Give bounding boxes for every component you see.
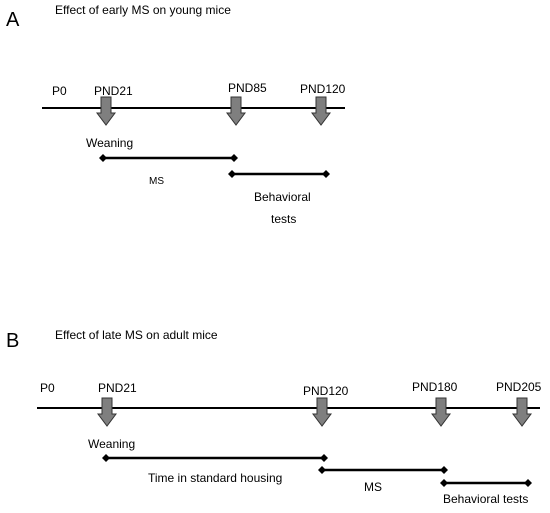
panel-a-bar-label: MS xyxy=(149,176,164,187)
panel-b-timepoint-label: PND21 xyxy=(98,381,137,395)
panel-b-down-arrow-icon xyxy=(312,397,332,427)
panel-b-p0-label: P0 xyxy=(40,381,55,395)
panel-b: B Effect of late MS on adult mice P0 PND… xyxy=(6,328,542,506)
panel-b-timepoint-label: PND205 xyxy=(496,380,542,394)
panel-a-timepoint-label: PND21 xyxy=(94,84,133,98)
panel-b-down-arrow-icon xyxy=(97,397,117,427)
panel-b-title: Effect of late MS on adult mice xyxy=(55,328,218,342)
panel-a-bar-label: Behavioral xyxy=(254,190,311,204)
panel-b-bar-standard-housing xyxy=(102,454,328,462)
panel-a-p0-label: P0 xyxy=(52,84,67,98)
panel-b-weaning-label: Weaning xyxy=(88,437,135,451)
panel-a-bar-label: tests xyxy=(271,212,296,226)
panel-b-bar-label: MS xyxy=(364,480,382,494)
panel-a-weaning-label: Weaning xyxy=(86,136,133,150)
panel-a-down-arrow-icon xyxy=(96,96,116,126)
panel-a: A Effect of early MS on young mice P0 PN… xyxy=(6,3,346,226)
panel-b-timepoint-label: PND120 xyxy=(303,384,349,398)
panel-a-down-arrow-icon xyxy=(311,96,331,126)
panel-a-bar-behavioral-tests xyxy=(228,170,330,178)
panel-b-bar-label: Behavioral tests xyxy=(443,492,528,506)
panel-b-timepoint-label: PND180 xyxy=(412,380,458,394)
panel-a-title: Effect of early MS on young mice xyxy=(55,3,231,17)
panel-a-timepoint-label: PND120 xyxy=(300,82,346,96)
panel-b-down-arrow-icon xyxy=(512,397,532,427)
panel-b-bar-label: Time in standard housing xyxy=(148,471,282,485)
panel-a-letter: A xyxy=(6,9,20,31)
panel-a-bar-ms xyxy=(99,154,238,162)
panel-a-down-arrow-icon xyxy=(226,96,246,126)
panel-a-timepoint-label: PND85 xyxy=(228,81,267,95)
panel-b-bar-behavioral-tests xyxy=(440,479,532,487)
panel-b-letter: B xyxy=(6,330,19,352)
panel-b-bar-ms xyxy=(318,466,448,474)
panel-b-down-arrow-icon xyxy=(431,397,451,427)
